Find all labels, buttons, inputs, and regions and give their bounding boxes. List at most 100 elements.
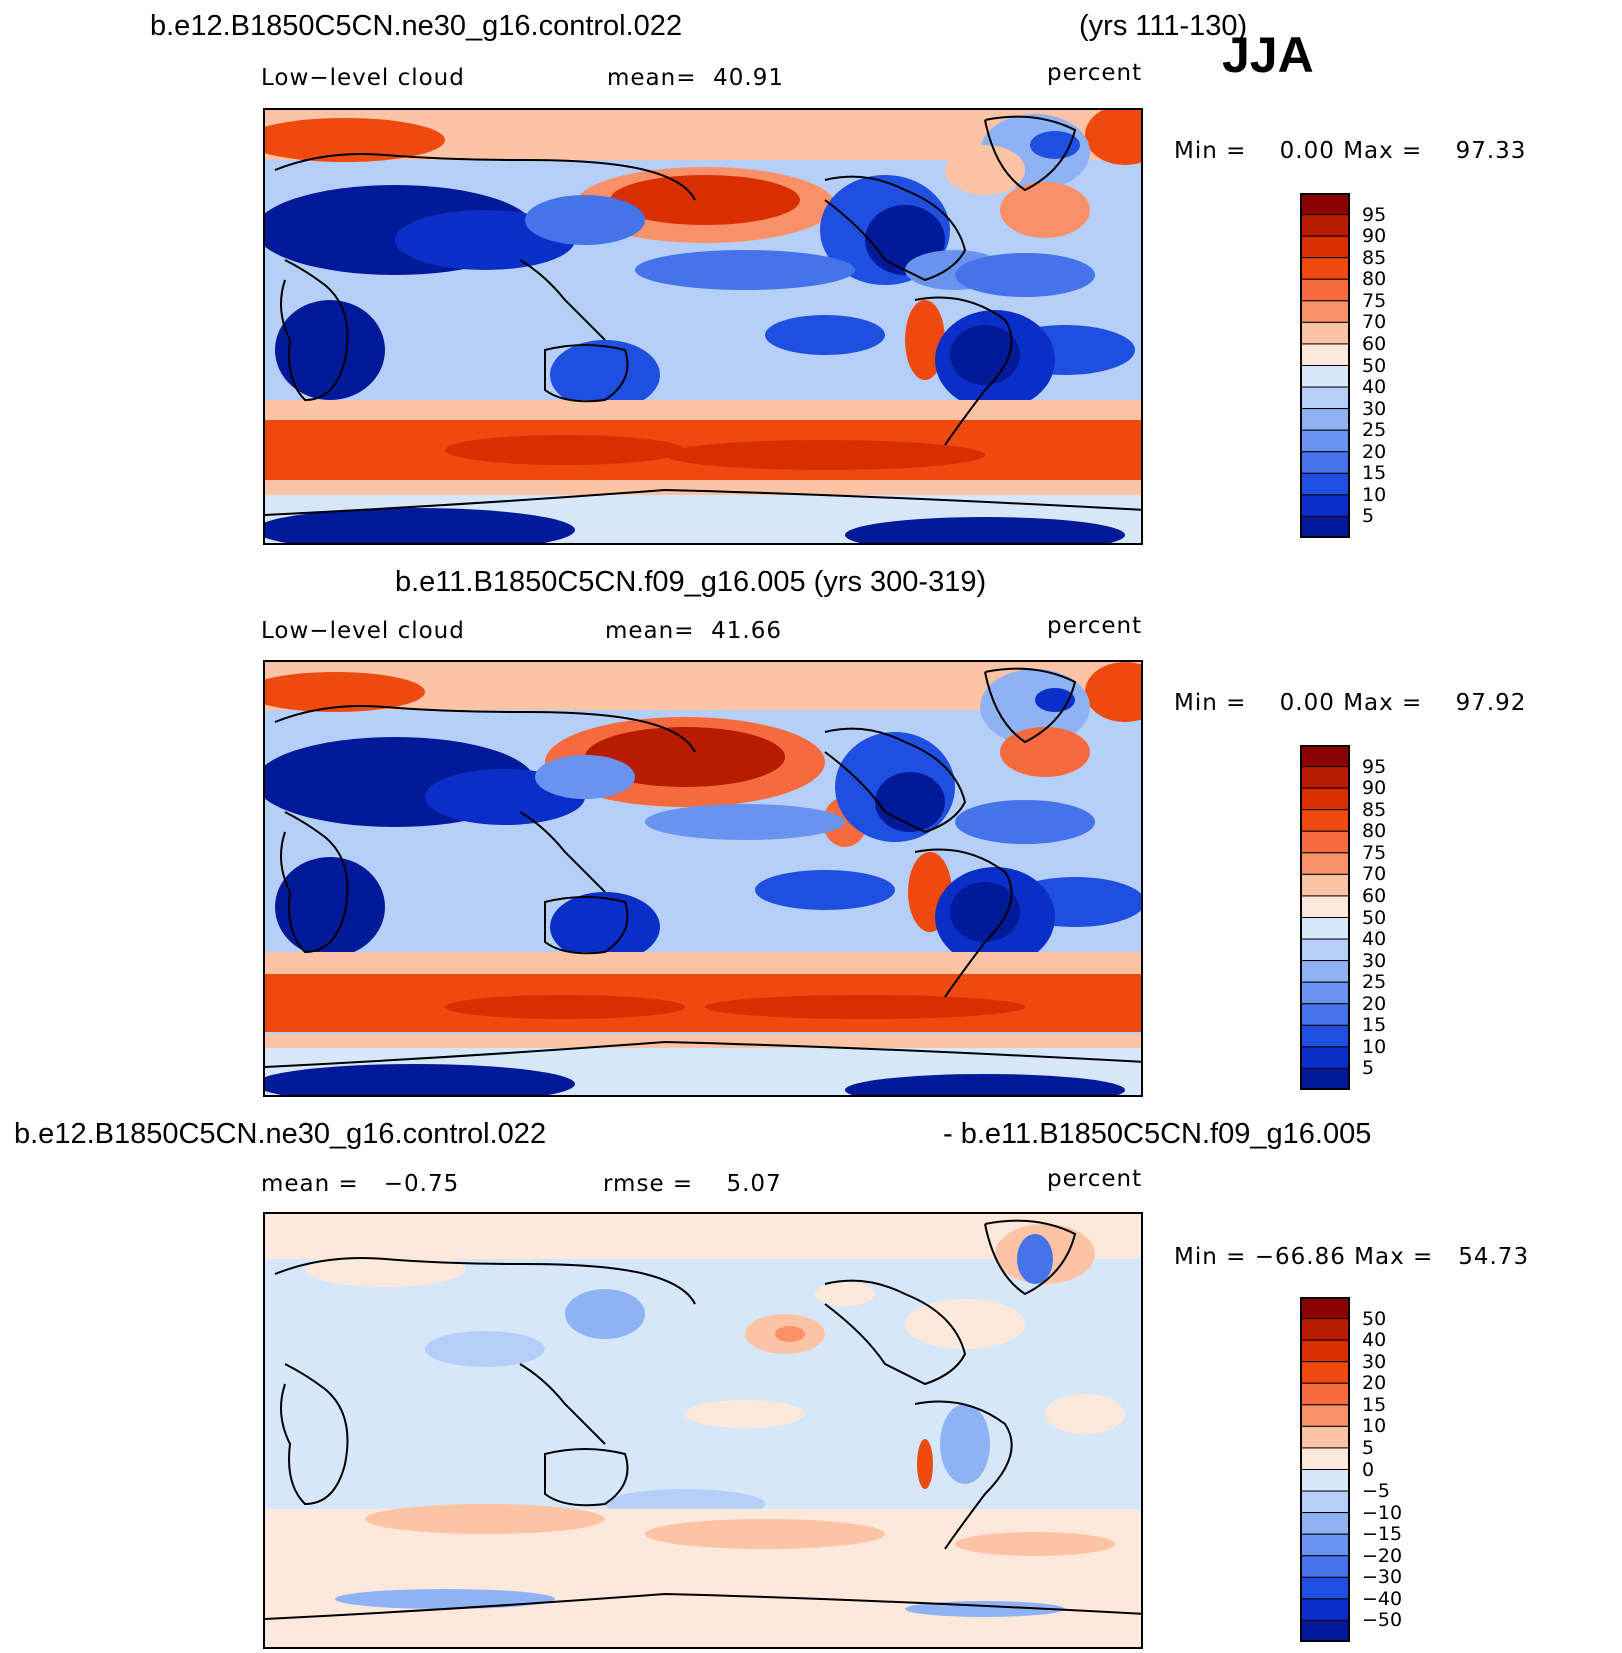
colorbar-tick-label: 80 <box>1362 268 1387 291</box>
panel3-units: percent <box>1047 1166 1143 1192</box>
colorbar-tick-label: 50 <box>1362 906 1387 929</box>
panel2-title: b.e11.B1850C5CN.f09_g16.005 (yrs 300-319… <box>395 566 987 598</box>
colorbar-swatch <box>1300 451 1350 474</box>
panel1-map-field <box>265 110 1141 543</box>
panel1-units: percent <box>1047 60 1143 86</box>
colorbar-swatch <box>1300 917 1350 940</box>
colorbar-swatch <box>1300 1425 1350 1449</box>
colorbar-swatch <box>1300 938 1350 962</box>
colorbar-swatch <box>1300 386 1350 410</box>
colorbar-tick-label: 15 <box>1362 462 1387 485</box>
panel3-mean: mean = −0.75 <box>261 1171 460 1197</box>
colorbar-tick-label: 5 <box>1362 505 1375 528</box>
colorbar-tick-label: 95 <box>1362 203 1387 226</box>
colorbar-swatch <box>1300 960 1350 983</box>
panel1-max-value: 97.33 <box>1455 138 1527 164</box>
panel2-colorbar <box>1300 745 1350 1090</box>
colorbar-tick-label: 10 <box>1362 1415 1387 1438</box>
colorbar-tick-label: 25 <box>1362 971 1387 994</box>
colorbar-tick-label: 15 <box>1362 1393 1387 1416</box>
colorbar-swatch <box>1300 787 1350 811</box>
colorbar-tick-label: 85 <box>1362 798 1387 821</box>
panel2-mean-value: 41.66 <box>711 618 782 644</box>
colorbar-swatch <box>1300 1361 1350 1384</box>
colorbar-swatch <box>1300 408 1350 431</box>
colorbar-tick-label: 15 <box>1362 1014 1387 1037</box>
colorbar-swatch <box>1300 1512 1350 1535</box>
colorbar-tick-label: 60 <box>1362 884 1387 907</box>
colorbar-tick-label: 60 <box>1362 332 1387 355</box>
colorbar-tick-label: 70 <box>1362 311 1387 334</box>
panel3-case-b: - b.e11.B1850C5CN.f09_g16.005 <box>943 1118 1372 1150</box>
colorbar-tick-label: 40 <box>1362 376 1387 399</box>
panel3-map <box>263 1212 1143 1649</box>
colorbar-swatch <box>1300 1297 1350 1320</box>
panel3-rmse: rmse = 5.07 <box>603 1171 782 1197</box>
panel2-max-value: 97.92 <box>1455 690 1527 716</box>
colorbar-swatch <box>1300 981 1350 1005</box>
panel3-max-value: 54.73 <box>1458 1244 1530 1270</box>
colorbar-tick-label: 70 <box>1362 863 1387 886</box>
panel2-mean-label: mean= 41.66 <box>605 618 782 644</box>
colorbar-tick-label: 75 <box>1362 289 1387 312</box>
colorbar-tick-label: 40 <box>1362 1329 1387 1352</box>
panel1-field-label: Low−level cloud <box>261 65 465 91</box>
colorbar-tick-label: 90 <box>1362 777 1387 800</box>
colorbar-tick-label: 50 <box>1362 354 1387 377</box>
colorbar-swatch <box>1300 429 1350 453</box>
colorbar-swatch <box>1300 300 1350 323</box>
colorbar-tick-label: 5 <box>1362 1436 1375 1459</box>
colorbar-tick-label: −10 <box>1362 1501 1403 1524</box>
colorbar-tick-label: −30 <box>1362 1566 1403 1589</box>
colorbar-swatch <box>1300 1318 1350 1341</box>
colorbar-swatch <box>1300 1067 1350 1090</box>
panel1-years: (yrs 111-130) <box>1079 10 1248 42</box>
panel2-min-value: 0.00 <box>1279 690 1335 716</box>
colorbar-swatch <box>1300 1003 1350 1026</box>
colorbar-swatch <box>1300 515 1350 538</box>
colorbar-swatch <box>1300 1046 1350 1069</box>
colorbar-swatch <box>1300 873 1350 897</box>
colorbar-swatch <box>1300 809 1350 832</box>
colorbar-tick-label: −50 <box>1362 1609 1403 1632</box>
panel2-units: percent <box>1047 613 1143 639</box>
colorbar-swatch <box>1300 235 1350 259</box>
colorbar-tick-label: 95 <box>1362 755 1387 778</box>
colorbar-swatch <box>1300 321 1350 345</box>
colorbar-tick-label: 80 <box>1362 820 1387 843</box>
colorbar-swatch <box>1300 472 1350 496</box>
colorbar-tick-label: 0 <box>1362 1458 1375 1481</box>
panel2-map-field <box>265 662 1141 1095</box>
panel1-map <box>263 108 1143 545</box>
panel3-colorbar <box>1300 1297 1350 1642</box>
panel3-mean-value: −0.75 <box>383 1171 460 1197</box>
colorbar-tick-label: 20 <box>1362 1372 1387 1395</box>
colorbar-tick-label: 40 <box>1362 928 1387 951</box>
colorbar-swatch <box>1300 1555 1350 1578</box>
panel2-map <box>263 660 1143 1097</box>
panel3-case-a: b.e12.B1850C5CN.ne30_g16.control.022 <box>14 1118 547 1150</box>
colorbar-tick-label: 30 <box>1362 1350 1387 1373</box>
colorbar-swatch <box>1300 214 1350 237</box>
colorbar-swatch <box>1300 1598 1350 1621</box>
colorbar-swatch <box>1300 1339 1350 1363</box>
panel3-min-max: Min = −66.86 Max = 54.73 <box>1174 1244 1530 1270</box>
colorbar-swatch <box>1300 766 1350 789</box>
colorbar-swatch <box>1300 1469 1350 1492</box>
colorbar-tick-label: −15 <box>1362 1523 1403 1546</box>
colorbar-swatch <box>1300 852 1350 875</box>
colorbar-swatch <box>1300 745 1350 768</box>
colorbar-swatch <box>1300 343 1350 366</box>
season-label: JJA <box>1222 27 1314 83</box>
colorbar-swatch <box>1300 193 1350 216</box>
panel1-case-title: b.e12.B1850C5CN.ne30_g16.control.022 <box>150 10 683 42</box>
colorbar-tick-label: 30 <box>1362 397 1387 420</box>
colorbar-swatch <box>1300 257 1350 280</box>
colorbar-swatch <box>1300 1447 1350 1470</box>
colorbar-swatch <box>1300 494 1350 517</box>
colorbar-tick-label: 30 <box>1362 949 1387 972</box>
panel3-rmse-value: 5.07 <box>726 1171 782 1197</box>
colorbar-swatch <box>1300 1619 1350 1642</box>
colorbar-tick-label: 10 <box>1362 1035 1387 1058</box>
colorbar-tick-label: −5 <box>1362 1480 1391 1503</box>
